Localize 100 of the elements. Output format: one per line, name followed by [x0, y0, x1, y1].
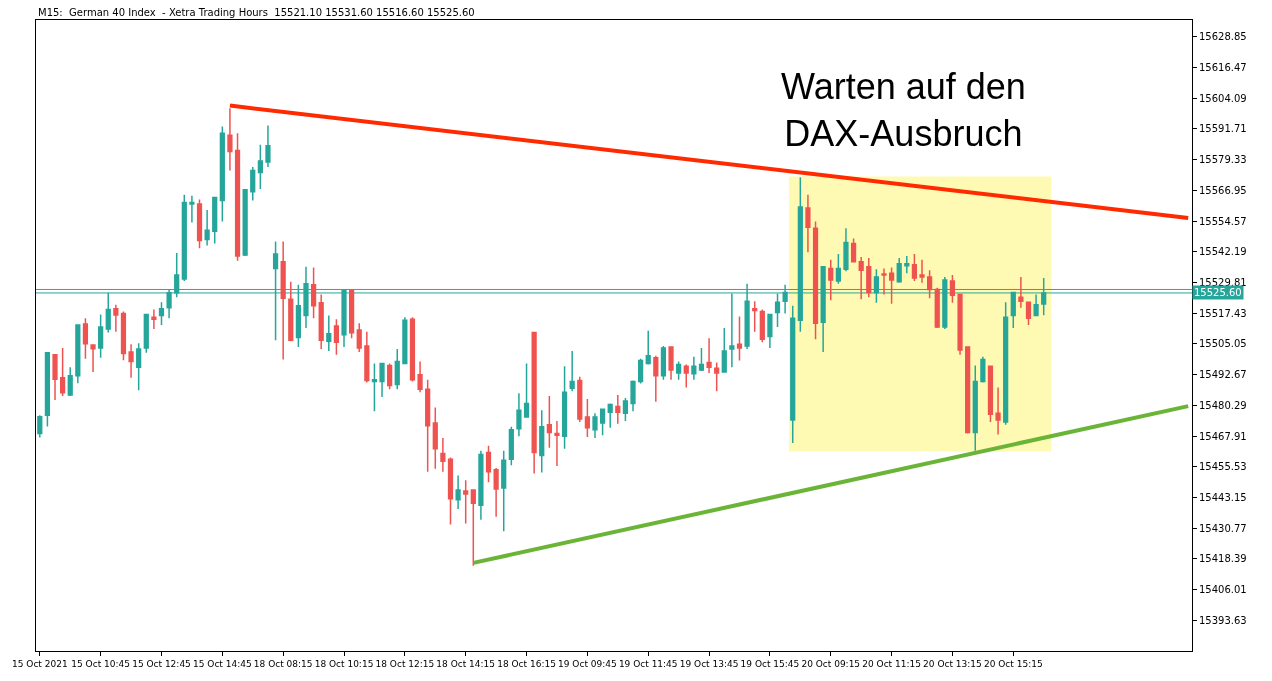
x-tick-label: 19 Oct 15:45	[740, 658, 800, 669]
y-tick-label: 15616.47	[1199, 61, 1247, 73]
x-tick-label: 19 Oct 11:45	[618, 658, 678, 669]
candlestick	[980, 355, 986, 384]
candlestick	[721, 327, 727, 373]
candlestick	[250, 166, 256, 202]
candlestick	[501, 450, 507, 532]
candlestick	[455, 474, 461, 510]
candlestick	[113, 304, 119, 333]
y-tick-label: 15406.01	[1199, 584, 1247, 596]
candlestick	[387, 362, 393, 390]
candlestick	[82, 317, 89, 360]
candlestick	[615, 394, 621, 425]
y-tick-label: 15480.29	[1199, 399, 1247, 411]
candlestick	[402, 316, 408, 365]
candlestick	[850, 237, 857, 263]
candlestick	[143, 313, 149, 354]
candlestick	[470, 489, 476, 567]
candlestick	[995, 386, 1001, 436]
candlestick	[987, 365, 994, 423]
y-tick-label: 15467.91	[1199, 430, 1247, 442]
y-tick-label: 15443.15	[1199, 492, 1247, 504]
candlestick	[508, 425, 514, 466]
candlestick	[75, 324, 81, 385]
y-tick-label: 15492.67	[1199, 369, 1247, 381]
candlestick	[356, 322, 362, 353]
x-tick-label: 19 Oct 13:45	[679, 658, 739, 669]
candlestick	[736, 315, 743, 362]
candlestick	[561, 365, 568, 450]
candlestick	[128, 343, 134, 379]
y-tick-label: 15566.95	[1199, 184, 1247, 196]
candlestick	[219, 125, 225, 223]
x-tick-label: 20 Oct 15:15	[983, 658, 1043, 669]
candlestick	[805, 193, 811, 253]
candlestick	[965, 346, 971, 435]
candlestick	[668, 346, 674, 381]
candlestick	[516, 392, 522, 438]
x-tick-label: 18 Oct 12:15	[375, 658, 435, 669]
candlestick	[523, 362, 530, 418]
candlestick	[379, 362, 385, 398]
candlestick	[371, 362, 378, 413]
candlestick	[919, 258, 925, 284]
candlestick	[212, 196, 218, 245]
candlestick	[364, 330, 370, 384]
candlestick	[136, 342, 142, 391]
x-tick-label: 19 Oct 09:45	[558, 658, 617, 669]
candlestick	[584, 398, 590, 438]
candlestick	[835, 253, 841, 285]
candlestick	[227, 107, 233, 172]
x-tick-label: 15 Oct 14:45	[192, 658, 252, 669]
y-tick-label: 15430.77	[1199, 522, 1247, 534]
candlestick	[67, 366, 73, 397]
candlestick	[478, 450, 484, 521]
candlestick	[265, 124, 271, 168]
candlestick	[546, 395, 552, 449]
candlestick	[333, 318, 340, 356]
candlestick	[714, 361, 720, 392]
y-tick-label: 15554.57	[1199, 215, 1247, 227]
candlestick	[767, 313, 773, 349]
candlestick	[676, 360, 682, 381]
x-tick-label: 18 Oct 14:15	[436, 658, 496, 669]
y-tick-label: 15505.05	[1199, 338, 1247, 350]
candlestick	[425, 379, 431, 473]
candlestick	[790, 305, 796, 444]
x-tick-label: 18 Oct 16:15	[497, 658, 556, 669]
candlestick	[843, 227, 849, 273]
candlestick	[577, 376, 583, 423]
annotation: Warten auf den DAX-Ausbruch	[781, 66, 1026, 154]
candlestick	[706, 337, 712, 374]
x-tick-label: 18 Oct 08:15	[253, 658, 313, 669]
x-tick-label: 15 Oct 12:45	[132, 658, 191, 669]
x-tick-label: 20 Oct 11:15	[862, 658, 921, 669]
candlestick	[911, 253, 918, 282]
candlestick	[554, 420, 560, 467]
x-tick-label: 20 Oct 13:15	[923, 658, 982, 669]
candlestick	[691, 355, 697, 381]
candlestick	[599, 407, 606, 437]
candlestick	[531, 331, 537, 475]
candlestick	[896, 257, 902, 284]
candlestick	[904, 255, 910, 275]
candlestick	[90, 344, 96, 373]
candlestick	[539, 409, 545, 474]
candlestick	[645, 329, 651, 366]
candlestick	[432, 406, 438, 470]
candlestick	[592, 412, 598, 439]
candlestick	[683, 363, 689, 389]
candlestick	[234, 132, 241, 262]
y-tick-label: 15418.39	[1199, 553, 1247, 565]
candlestick	[630, 379, 636, 413]
candlestick	[752, 300, 758, 333]
candlestick	[447, 456, 454, 526]
candlestick	[622, 397, 629, 422]
candlestick	[972, 364, 978, 452]
y-tick-label: 15529.81	[1199, 277, 1247, 288]
candlestick	[242, 188, 248, 257]
candlestick	[257, 144, 263, 190]
candlestick	[638, 357, 644, 385]
candlestick	[1025, 301, 1032, 326]
candlestick	[189, 194, 195, 224]
candlestick	[957, 293, 963, 356]
